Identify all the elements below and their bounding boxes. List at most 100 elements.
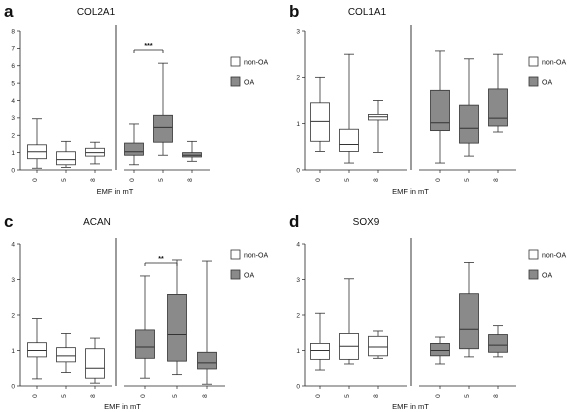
x-tick-label: 0	[315, 394, 322, 398]
box-iqr	[135, 329, 155, 359]
box-oa-8	[197, 260, 217, 385]
box-non-oa-8	[85, 141, 105, 165]
x-tick-label: 0	[315, 178, 322, 182]
box-oa-5	[153, 62, 173, 156]
y-tick-label: 2	[296, 75, 300, 82]
box-iqr	[27, 342, 47, 358]
y-tick-label: 4	[296, 241, 300, 248]
box-iqr	[310, 102, 330, 142]
x-tick-label: 5	[61, 178, 68, 182]
y-tick-label: 3	[11, 277, 15, 284]
x-tick-label: 8	[90, 178, 97, 182]
panel-label: c	[4, 212, 13, 231]
x-tick-label: 0	[32, 394, 39, 398]
box-iqr	[310, 342, 330, 360]
chart-panel-b: b COL1A1 0 1 2 3 0 5 8 0 5 8 EMF in mT non-OA OA	[289, 2, 566, 196]
legend-swatch-oa	[528, 269, 539, 280]
x-tick-label: 5	[344, 178, 351, 182]
y-tick-label: 1	[11, 348, 15, 355]
box-oa-0	[430, 50, 450, 164]
box-non-oa-8	[368, 330, 388, 359]
y-tick-label: 1	[296, 348, 300, 355]
y-tick-label: 6	[11, 63, 15, 70]
box-iqr	[56, 151, 76, 166]
x-tick-label: 0	[129, 178, 136, 182]
box-oa-0	[135, 275, 155, 379]
box-non-oa-0	[27, 318, 47, 380]
box-iqr	[430, 89, 450, 132]
x-tick-label: 0	[435, 394, 442, 398]
y-tick-label: 0	[296, 383, 300, 390]
x-tick-label: 5	[172, 394, 179, 398]
box-iqr	[85, 348, 105, 379]
legend-swatch-non-oa	[230, 56, 241, 67]
box-oa-8	[182, 140, 202, 162]
legend-swatch-non-oa	[528, 249, 539, 260]
x-axis-label: EMF in mT	[392, 402, 429, 411]
box-non-oa-0	[27, 118, 47, 169]
panel-title: SOX9	[353, 217, 380, 228]
y-tick-label: 1	[296, 121, 300, 128]
box-iqr	[124, 142, 144, 156]
box-non-oa-0	[310, 312, 330, 371]
box-iqr	[56, 347, 76, 363]
box-non-oa-0	[310, 76, 330, 152]
y-tick-label: 8	[11, 28, 15, 35]
chart-panel-a: a COL2A1 0 1 2 3 4 5 6 7 8 0 5 8 0 5 8 EMF in mT *** non-OA…	[4, 2, 268, 196]
box-non-oa-5	[56, 333, 76, 373]
legend-label: OA	[244, 273, 254, 280]
box-oa-5	[459, 58, 479, 157]
box-oa-5	[167, 259, 187, 376]
x-tick-label: 8	[187, 178, 194, 182]
legend-swatch-non-oa	[230, 249, 241, 260]
panel-title: COL1A1	[348, 7, 387, 18]
y-tick-label: 0	[11, 167, 15, 174]
box-non-oa-8	[368, 100, 388, 153]
legend-label: non-OA	[244, 60, 268, 67]
y-tick-label: 4	[11, 241, 15, 248]
x-tick-label: 5	[61, 394, 68, 398]
y-tick-label: 0	[296, 167, 300, 174]
box-iqr	[339, 128, 359, 152]
y-tick-label: 5	[11, 80, 15, 87]
box-non-oa-5	[339, 278, 359, 365]
box-iqr	[153, 114, 173, 143]
x-tick-label: 8	[493, 178, 500, 182]
box-iqr	[197, 351, 217, 370]
y-tick-label: 3	[11, 115, 15, 122]
y-tick-label: 3	[296, 28, 300, 35]
chart-panel-d: d SOX9 0 1 2 3 4 0 5 8 0 5 8 EMF in mT non-OA OA	[289, 212, 566, 411]
box-iqr	[459, 293, 479, 350]
box-oa-0	[124, 123, 144, 166]
box-iqr	[167, 294, 187, 362]
box-iqr	[368, 335, 388, 357]
y-tick-label: 0	[11, 383, 15, 390]
box-iqr	[488, 88, 508, 127]
y-tick-label: 2	[11, 312, 15, 319]
legend-label: non-OA	[244, 253, 268, 260]
x-tick-label: 8	[373, 178, 380, 182]
box-oa-8	[488, 53, 508, 133]
x-tick-label: 8	[202, 394, 209, 398]
chart-panel-c: c ACAN 0 1 2 3 4 0 5 8 0 5 8 EMF in mT ** non-OA OA	[4, 212, 268, 411]
y-tick-label: 3	[296, 277, 300, 284]
legend-swatch-oa	[528, 76, 539, 87]
box-non-oa-5	[339, 53, 359, 164]
y-tick-label: 1	[11, 150, 15, 157]
x-axis-label: EMF in mT	[97, 187, 134, 196]
x-tick-label: 8	[90, 394, 97, 398]
x-tick-label: 8	[493, 394, 500, 398]
box-oa-5	[459, 262, 479, 358]
box-iqr	[430, 342, 450, 357]
x-tick-label: 5	[464, 178, 471, 182]
x-axis-label: EMF in mT	[392, 187, 429, 196]
box-non-oa-8	[85, 337, 105, 384]
box-iqr	[459, 104, 479, 144]
y-tick-label: 4	[11, 98, 15, 105]
panel-title: COL2A1	[77, 7, 116, 18]
x-tick-label: 0	[32, 178, 39, 182]
box-non-oa-5	[56, 140, 76, 168]
y-tick-label: 2	[296, 312, 300, 319]
box-iqr	[488, 334, 508, 353]
